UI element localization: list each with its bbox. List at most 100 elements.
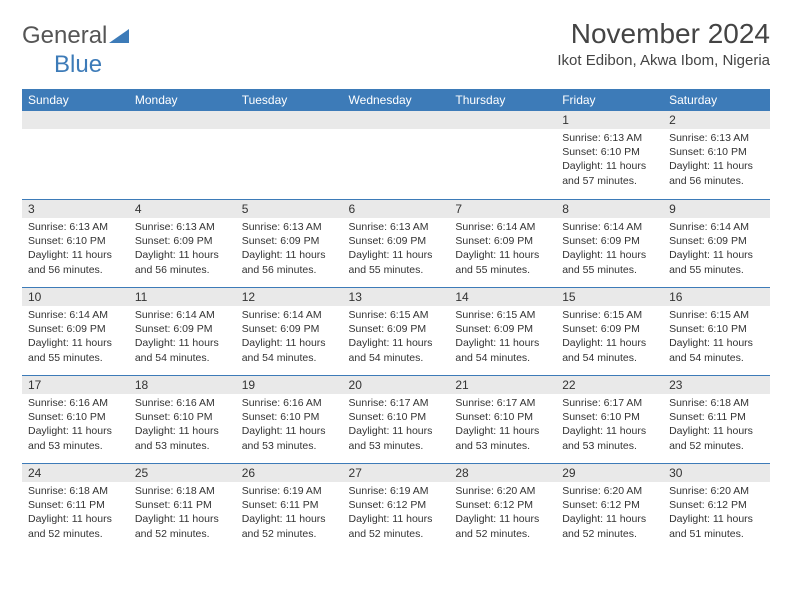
calendar-cell: 25Sunrise: 6:18 AMSunset: 6:11 PMDayligh… (129, 463, 236, 551)
day-details: Sunrise: 6:19 AMSunset: 6:12 PMDaylight:… (343, 482, 450, 545)
daylight-text: Daylight: 11 hours and 51 minutes. (669, 512, 764, 540)
day-details: Sunrise: 6:13 AMSunset: 6:10 PMDaylight:… (663, 129, 770, 192)
day-details: Sunrise: 6:14 AMSunset: 6:09 PMDaylight:… (556, 218, 663, 281)
sunrise-text: Sunrise: 6:20 AM (669, 484, 764, 498)
calendar-week-row: 17Sunrise: 6:16 AMSunset: 6:10 PMDayligh… (22, 375, 770, 463)
day-number: 7 (449, 199, 556, 218)
sunset-text: Sunset: 6:10 PM (455, 410, 550, 424)
day-number: 8 (556, 199, 663, 218)
calendar-cell: 21Sunrise: 6:17 AMSunset: 6:10 PMDayligh… (449, 375, 556, 463)
calendar-cell: 11Sunrise: 6:14 AMSunset: 6:09 PMDayligh… (129, 287, 236, 375)
day-number: 16 (663, 287, 770, 306)
sunrise-text: Sunrise: 6:14 AM (28, 308, 123, 322)
sunset-text: Sunset: 6:10 PM (135, 410, 230, 424)
day-details: Sunrise: 6:17 AMSunset: 6:10 PMDaylight:… (343, 394, 450, 457)
sunset-text: Sunset: 6:09 PM (669, 234, 764, 248)
day-number: 22 (556, 375, 663, 394)
logo-text-general: General (22, 22, 107, 50)
day-header: Tuesday (236, 89, 343, 111)
sunrise-text: Sunrise: 6:18 AM (135, 484, 230, 498)
day-details: Sunrise: 6:20 AMSunset: 6:12 PMDaylight:… (449, 482, 556, 545)
day-details: Sunrise: 6:18 AMSunset: 6:11 PMDaylight:… (129, 482, 236, 545)
daylight-text: Daylight: 11 hours and 56 minutes. (135, 248, 230, 276)
sunrise-text: Sunrise: 6:19 AM (242, 484, 337, 498)
sunset-text: Sunset: 6:09 PM (242, 322, 337, 336)
sunrise-text: Sunrise: 6:17 AM (455, 396, 550, 410)
empty-daynum (129, 111, 236, 129)
empty-daynum (449, 111, 556, 129)
logo-text-blue: Blue (54, 51, 102, 78)
calendar-cell: 17Sunrise: 6:16 AMSunset: 6:10 PMDayligh… (22, 375, 129, 463)
sunset-text: Sunset: 6:12 PM (349, 498, 444, 512)
day-details: Sunrise: 6:17 AMSunset: 6:10 PMDaylight:… (556, 394, 663, 457)
day-details: Sunrise: 6:15 AMSunset: 6:09 PMDaylight:… (343, 306, 450, 369)
sunrise-text: Sunrise: 6:16 AM (242, 396, 337, 410)
daylight-text: Daylight: 11 hours and 53 minutes. (562, 424, 657, 452)
day-number: 15 (556, 287, 663, 306)
calendar-cell: 5Sunrise: 6:13 AMSunset: 6:09 PMDaylight… (236, 199, 343, 287)
daylight-text: Daylight: 11 hours and 54 minutes. (349, 336, 444, 364)
day-details: Sunrise: 6:14 AMSunset: 6:09 PMDaylight:… (449, 218, 556, 281)
sunset-text: Sunset: 6:11 PM (135, 498, 230, 512)
daylight-text: Daylight: 11 hours and 55 minutes. (28, 336, 123, 364)
calendar-cell: 7Sunrise: 6:14 AMSunset: 6:09 PMDaylight… (449, 199, 556, 287)
day-header: Wednesday (343, 89, 450, 111)
daylight-text: Daylight: 11 hours and 55 minutes. (349, 248, 444, 276)
day-details: Sunrise: 6:20 AMSunset: 6:12 PMDaylight:… (556, 482, 663, 545)
day-number: 4 (129, 199, 236, 218)
sunset-text: Sunset: 6:10 PM (562, 145, 657, 159)
sunset-text: Sunset: 6:12 PM (562, 498, 657, 512)
day-details: Sunrise: 6:16 AMSunset: 6:10 PMDaylight:… (129, 394, 236, 457)
calendar-cell: 6Sunrise: 6:13 AMSunset: 6:09 PMDaylight… (343, 199, 450, 287)
sunset-text: Sunset: 6:11 PM (669, 410, 764, 424)
day-number: 24 (22, 463, 129, 482)
calendar-cell: 2Sunrise: 6:13 AMSunset: 6:10 PMDaylight… (663, 111, 770, 199)
day-details: Sunrise: 6:15 AMSunset: 6:10 PMDaylight:… (663, 306, 770, 369)
calendar-cell (129, 111, 236, 199)
calendar-cell: 18Sunrise: 6:16 AMSunset: 6:10 PMDayligh… (129, 375, 236, 463)
calendar-cell: 4Sunrise: 6:13 AMSunset: 6:09 PMDaylight… (129, 199, 236, 287)
sunrise-text: Sunrise: 6:14 AM (562, 220, 657, 234)
calendar-cell: 13Sunrise: 6:15 AMSunset: 6:09 PMDayligh… (343, 287, 450, 375)
day-header: Monday (129, 89, 236, 111)
day-number: 13 (343, 287, 450, 306)
calendar-cell: 3Sunrise: 6:13 AMSunset: 6:10 PMDaylight… (22, 199, 129, 287)
sunrise-text: Sunrise: 6:13 AM (669, 131, 764, 145)
day-details: Sunrise: 6:18 AMSunset: 6:11 PMDaylight:… (663, 394, 770, 457)
daylight-text: Daylight: 11 hours and 55 minutes. (455, 248, 550, 276)
sunset-text: Sunset: 6:12 PM (669, 498, 764, 512)
day-number: 29 (556, 463, 663, 482)
day-details: Sunrise: 6:14 AMSunset: 6:09 PMDaylight:… (22, 306, 129, 369)
sunset-text: Sunset: 6:09 PM (135, 234, 230, 248)
day-details: Sunrise: 6:17 AMSunset: 6:10 PMDaylight:… (449, 394, 556, 457)
day-number: 30 (663, 463, 770, 482)
day-details: Sunrise: 6:13 AMSunset: 6:09 PMDaylight:… (129, 218, 236, 281)
day-header: Saturday (663, 89, 770, 111)
sunrise-text: Sunrise: 6:15 AM (349, 308, 444, 322)
daylight-text: Daylight: 11 hours and 56 minutes. (242, 248, 337, 276)
calendar-cell: 23Sunrise: 6:18 AMSunset: 6:11 PMDayligh… (663, 375, 770, 463)
calendar-cell: 10Sunrise: 6:14 AMSunset: 6:09 PMDayligh… (22, 287, 129, 375)
daylight-text: Daylight: 11 hours and 57 minutes. (562, 159, 657, 187)
daylight-text: Daylight: 11 hours and 52 minutes. (135, 512, 230, 540)
day-number: 18 (129, 375, 236, 394)
daylight-text: Daylight: 11 hours and 54 minutes. (135, 336, 230, 364)
daylight-text: Daylight: 11 hours and 52 minutes. (562, 512, 657, 540)
sunrise-text: Sunrise: 6:14 AM (669, 220, 764, 234)
sunrise-text: Sunrise: 6:14 AM (242, 308, 337, 322)
daylight-text: Daylight: 11 hours and 56 minutes. (28, 248, 123, 276)
sunset-text: Sunset: 6:09 PM (135, 322, 230, 336)
daylight-text: Daylight: 11 hours and 52 minutes. (669, 424, 764, 452)
daylight-text: Daylight: 11 hours and 52 minutes. (28, 512, 123, 540)
day-details: Sunrise: 6:14 AMSunset: 6:09 PMDaylight:… (236, 306, 343, 369)
calendar-cell: 19Sunrise: 6:16 AMSunset: 6:10 PMDayligh… (236, 375, 343, 463)
calendar-table: Sunday Monday Tuesday Wednesday Thursday… (22, 89, 770, 551)
sunrise-text: Sunrise: 6:18 AM (28, 484, 123, 498)
sunset-text: Sunset: 6:09 PM (242, 234, 337, 248)
day-header: Sunday (22, 89, 129, 111)
sunset-text: Sunset: 6:09 PM (349, 322, 444, 336)
sunset-text: Sunset: 6:11 PM (28, 498, 123, 512)
logo: General (22, 22, 129, 50)
day-number: 21 (449, 375, 556, 394)
day-details: Sunrise: 6:20 AMSunset: 6:12 PMDaylight:… (663, 482, 770, 545)
